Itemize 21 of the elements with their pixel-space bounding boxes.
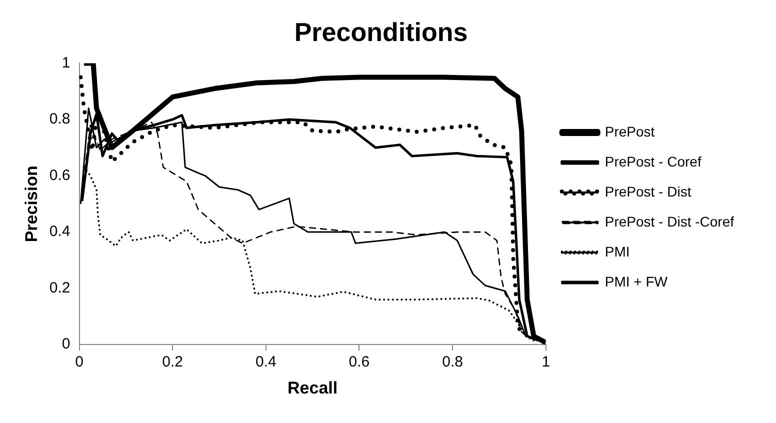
y-tick-label: 0.2	[49, 279, 70, 296]
x-tick-label: 0	[75, 354, 84, 371]
legend-label: PMI	[604, 243, 630, 260]
x-tick-label: 1	[542, 354, 550, 371]
y-tick-label: 1	[62, 54, 70, 72]
legend-label: PrePost - Dist	[604, 183, 692, 200]
chart-title: Preconditions	[294, 16, 468, 47]
x-axis-title: Recall	[288, 378, 338, 398]
y-tick-label: 0.4	[49, 223, 70, 240]
legend-label: PrePost	[604, 123, 655, 140]
legend-label: PrePost - Coref	[604, 153, 702, 170]
y-axis-title: Precision	[22, 166, 41, 242]
y-tick-label: 0.8	[49, 110, 70, 128]
y-tick-label: 0.6	[49, 166, 70, 184]
x-tick-label: 0.4	[255, 354, 276, 371]
y-tick-label: 0	[62, 336, 70, 353]
x-tick-label: 0.2	[162, 354, 184, 371]
legend-label: PMI + FW	[604, 273, 668, 290]
x-tick-label: 0.6	[348, 354, 370, 371]
x-tick-label: 0.8	[442, 354, 463, 371]
legend-label: PrePost - Dist -Coref	[604, 213, 734, 230]
